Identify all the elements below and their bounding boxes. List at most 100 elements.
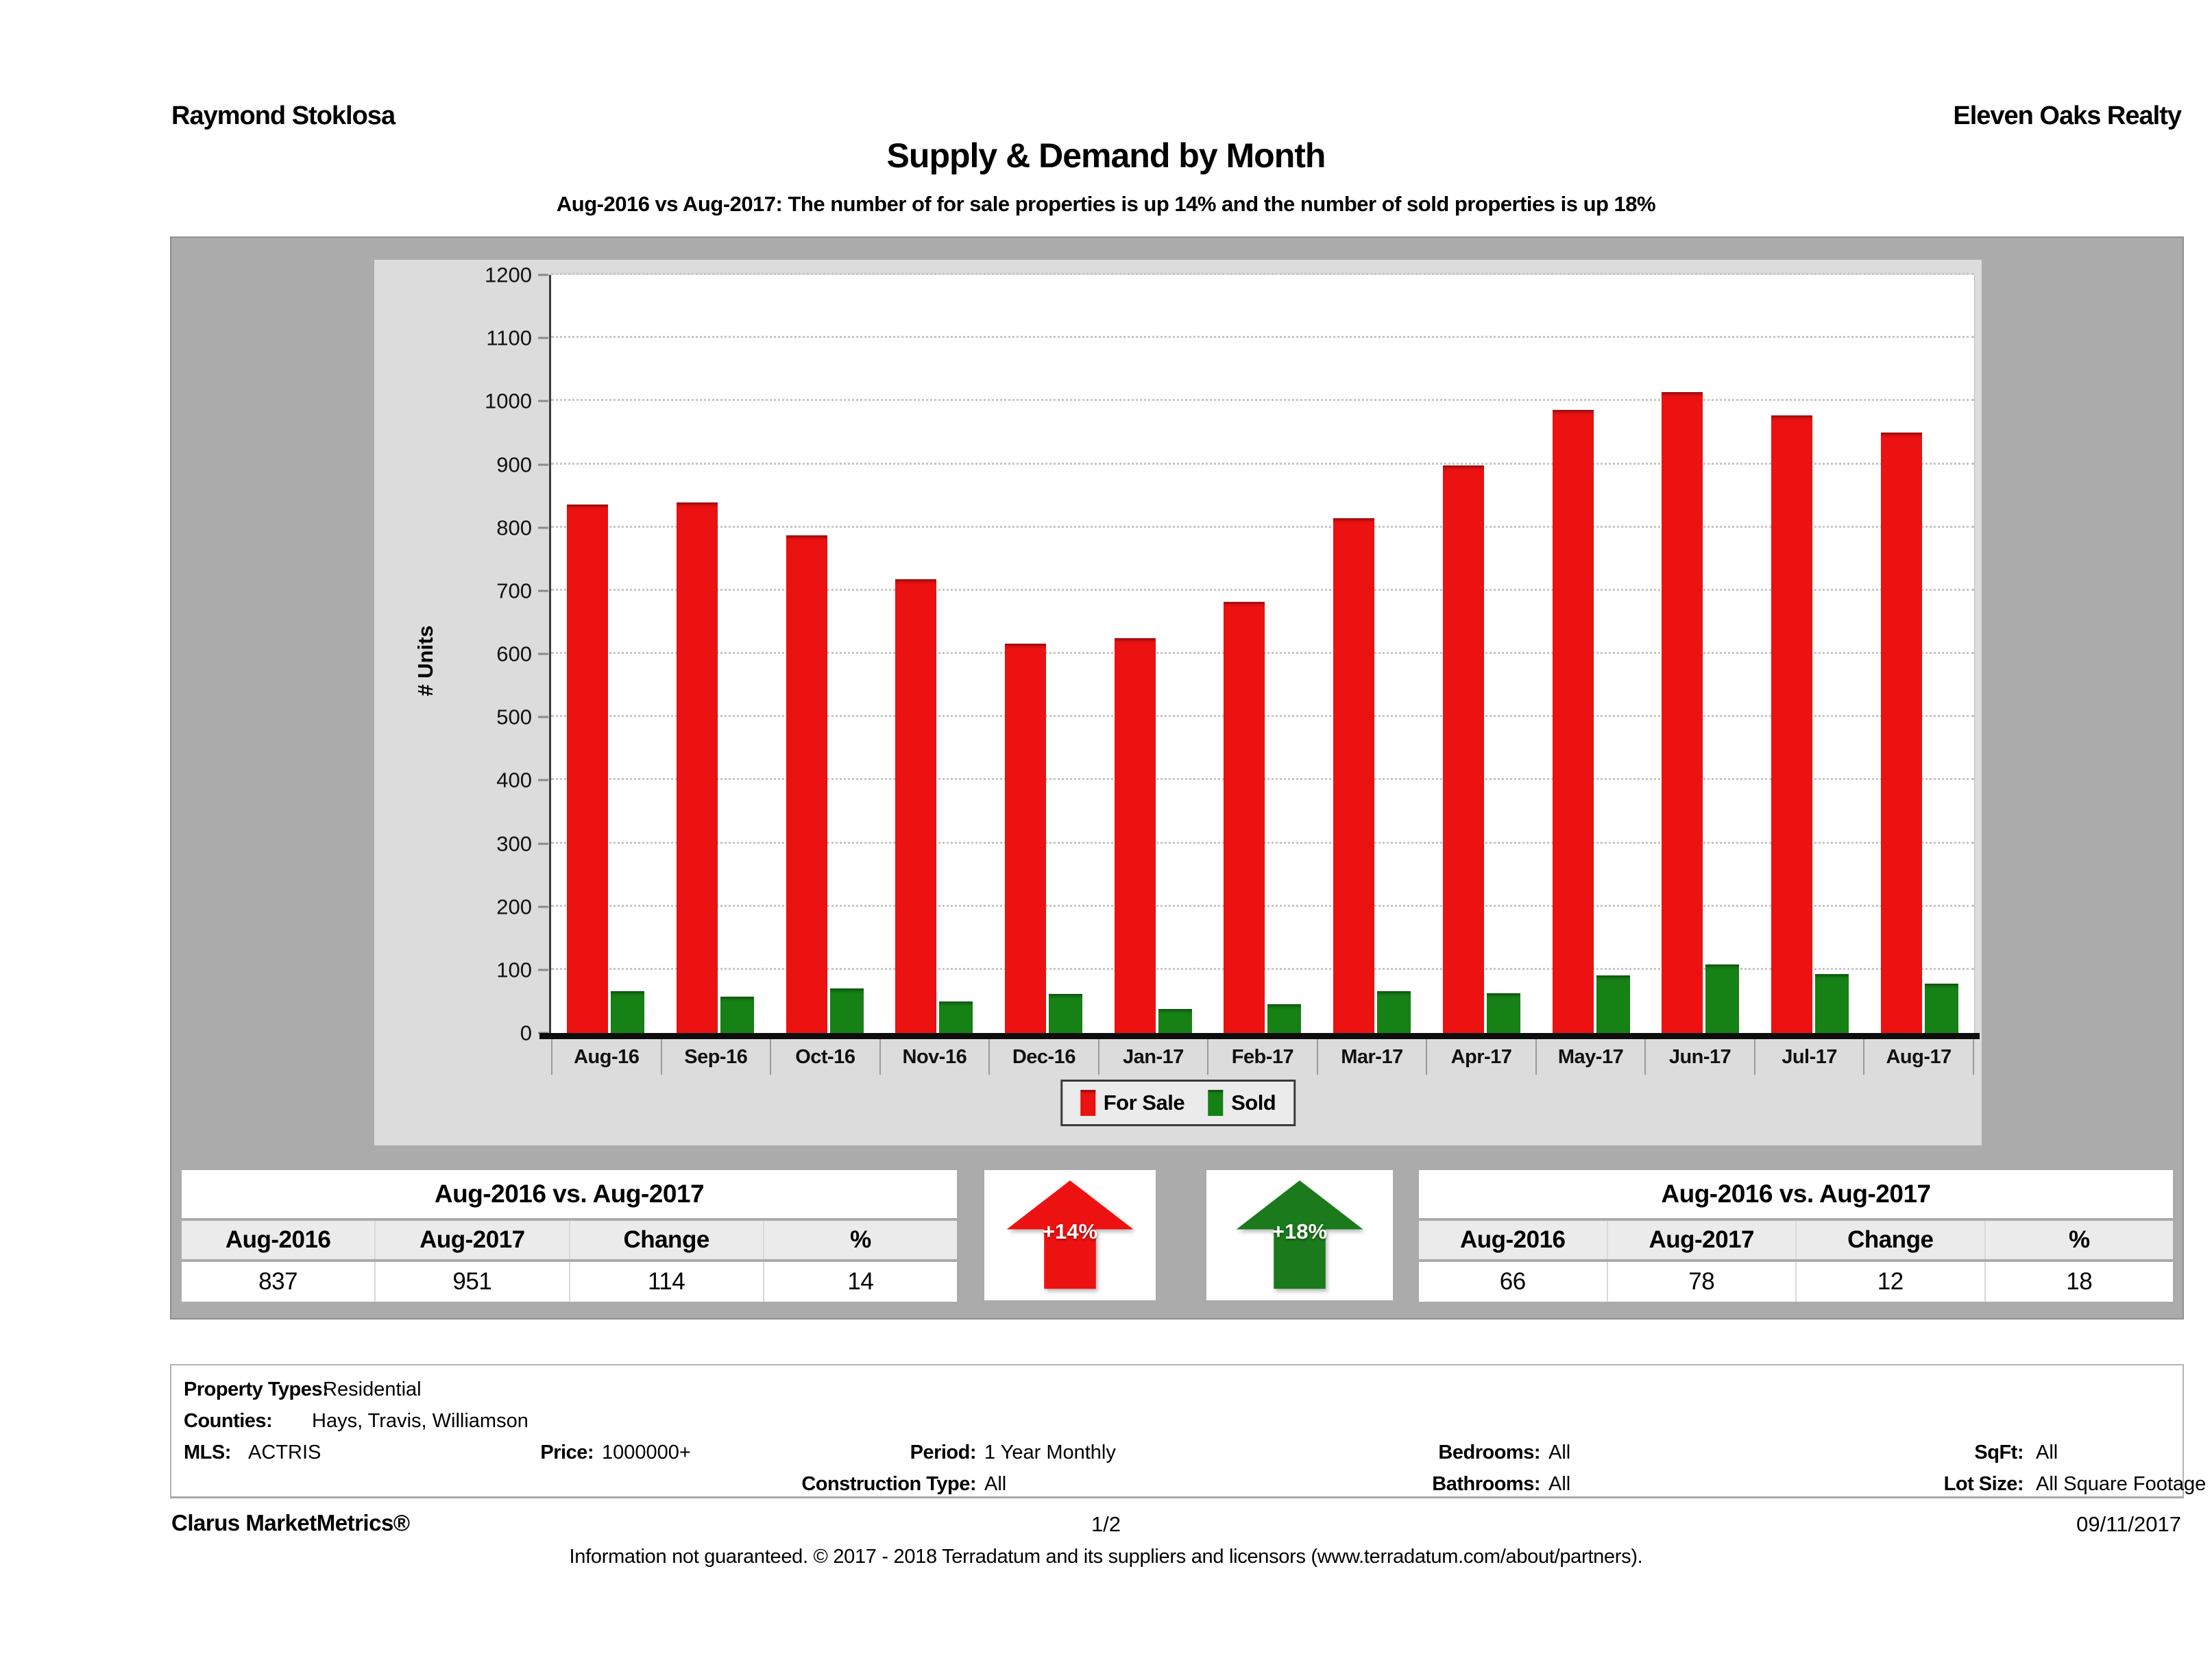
x-axis-label: May-17 <box>1535 1039 1645 1075</box>
for-sale-bar <box>1442 465 1484 1033</box>
detail-value: 1000000+ <box>602 1442 691 1463</box>
detail-value: 1 Year Monthly <box>984 1442 1116 1463</box>
table-title: Aug-2016 vs. Aug-2017 <box>1419 1170 2173 1218</box>
column-header: % <box>762 1221 957 1259</box>
gridline <box>551 399 1974 402</box>
detail-label: Bathrooms: <box>1432 1473 1540 1495</box>
table-cell: 14 <box>762 1262 957 1302</box>
table-data-row: 837 951 114 14 <box>182 1262 957 1302</box>
for-sale-bar <box>786 535 827 1033</box>
footer-date: 09/11/2017 <box>2076 1512 2181 1536</box>
detail-label: Period: <box>910 1442 977 1463</box>
x-axis-label: Feb-17 <box>1207 1039 1317 1075</box>
y-axis-tick <box>538 273 548 276</box>
detail-label: Bedrooms: <box>1438 1442 1540 1463</box>
y-axis-tick-label: 800 <box>496 515 532 540</box>
x-axis-label: Apr-17 <box>1426 1039 1535 1075</box>
y-axis-title: # Units <box>413 625 437 696</box>
gridline <box>551 273 1974 275</box>
table-cell: 66 <box>1499 1268 1526 1295</box>
y-axis-tick-label: 1100 <box>486 326 532 350</box>
sold-bar <box>1158 1008 1192 1033</box>
for-sale-bar <box>1771 415 1812 1033</box>
footer-disclaimer: Information not guaranteed. © 2017 - 201… <box>569 1546 1643 1568</box>
y-axis-tick <box>538 716 548 718</box>
x-axis-baseline <box>539 1033 1980 1039</box>
x-axis-labels: Aug-16 Sep-16 Oct-16 Nov-16 Dec-16 Jan-17 Feb-… <box>551 1039 1974 1075</box>
sold-bar <box>720 997 755 1033</box>
table-cell: 12 <box>1795 1262 1984 1302</box>
y-axis-tick <box>538 526 548 529</box>
legend-swatch <box>1080 1090 1095 1116</box>
for-sale-change-arrow-box: +14% <box>984 1170 1156 1300</box>
bar-group <box>1317 275 1427 1033</box>
y-axis-tick <box>538 337 548 339</box>
for-sale-bar <box>1224 602 1265 1033</box>
x-axis-label: Aug-17 <box>1863 1039 1974 1075</box>
detail-value: : Residential <box>312 1378 422 1400</box>
footer-brand: Clarus MarketMetrics® <box>171 1510 410 1535</box>
y-axis-tick <box>538 653 548 655</box>
detail-label: Construction Type: <box>801 1473 976 1495</box>
for-sale-bar <box>677 502 718 1033</box>
sold-bar <box>1705 964 1740 1033</box>
for-sale-bar <box>1552 410 1594 1033</box>
column-header: Change <box>568 1221 763 1259</box>
y-axis-tick <box>538 463 548 465</box>
detail-value: All <box>1548 1442 1571 1463</box>
detail-label: Property Types: <box>184 1378 329 1400</box>
bar-group <box>770 275 879 1033</box>
detail-label: SqFt: <box>1974 1442 2023 1463</box>
sold-bar <box>1377 991 1411 1033</box>
agent-name: Raymond Stoklosa <box>171 101 396 130</box>
gridline <box>551 462 1974 465</box>
x-axis-label: Oct-16 <box>770 1039 879 1075</box>
table-cell: 78 <box>1606 1262 1796 1302</box>
x-axis-label: Dec-16 <box>988 1039 1098 1075</box>
column-header: Change <box>1795 1221 1984 1259</box>
for-sale-bar <box>1005 644 1047 1033</box>
report-subtitle: Aug-2016 vs Aug-2017: The number of for … <box>556 192 1656 216</box>
detail-value: All <box>984 1473 1007 1495</box>
y-axis-tick-label: 600 <box>496 642 532 666</box>
x-axis-label: Jan-17 <box>1097 1039 1208 1075</box>
report-title: Supply & Demand by Month <box>886 136 1326 175</box>
x-axis-label: Nov-16 <box>879 1039 989 1075</box>
bar-group <box>989 275 1099 1033</box>
gridline <box>551 336 1974 339</box>
y-axis-tick-label: 500 <box>496 705 532 729</box>
legend-item: For Sale <box>1080 1090 1185 1116</box>
bar-group <box>1208 275 1317 1033</box>
sold-bar <box>1924 984 1958 1033</box>
bar-group <box>879 275 989 1033</box>
legend-item: Sold <box>1208 1090 1276 1116</box>
for-sale-bar <box>567 504 609 1033</box>
chart-container: # Units Aug-16 Sep-16 Oct-16 Nov-16 Dec-16 Ja… <box>170 236 2184 1320</box>
table-cell: 951 <box>374 1262 568 1302</box>
bar-group <box>551 275 661 1033</box>
legend-label: For Sale <box>1103 1091 1185 1115</box>
y-axis-tick-label: 200 <box>496 895 532 919</box>
sold-bar <box>829 988 864 1033</box>
x-axis-label: Jun-17 <box>1644 1039 1754 1075</box>
sold-bar <box>1814 974 1849 1033</box>
sold-change-percent: +18% <box>1272 1219 1328 1244</box>
footer-page-number: 1/2 <box>1091 1512 1121 1536</box>
y-axis-tick-label: 400 <box>496 768 532 792</box>
report-criteria-box: Property Types: : Residential Counties: … <box>170 1364 2206 1498</box>
sold-summary-table: Aug-2016 vs. Aug-2017 Aug-2016 Aug-2017 … <box>1419 1170 2173 1302</box>
y-axis-tick <box>538 969 548 971</box>
chart-panel: # Units Aug-16 Sep-16 Oct-16 Nov-16 Dec-16 Ja… <box>374 260 1982 1145</box>
bar-group <box>1864 275 1974 1033</box>
sold-change-arrow-box: +18% <box>1206 1170 1393 1300</box>
detail-label: Price: <box>540 1442 594 1463</box>
table-cell: 18 <box>1984 1262 2174 1302</box>
y-axis-tick <box>538 400 548 402</box>
table-cell: 837 <box>258 1268 298 1295</box>
column-header: Aug-2017 <box>374 1221 568 1259</box>
detail-label: Lot Size: <box>1943 1473 2024 1495</box>
y-axis-tick-label: 1000 <box>485 389 532 413</box>
sold-bar <box>1049 993 1083 1033</box>
column-header: Aug-2016 <box>225 1226 331 1253</box>
